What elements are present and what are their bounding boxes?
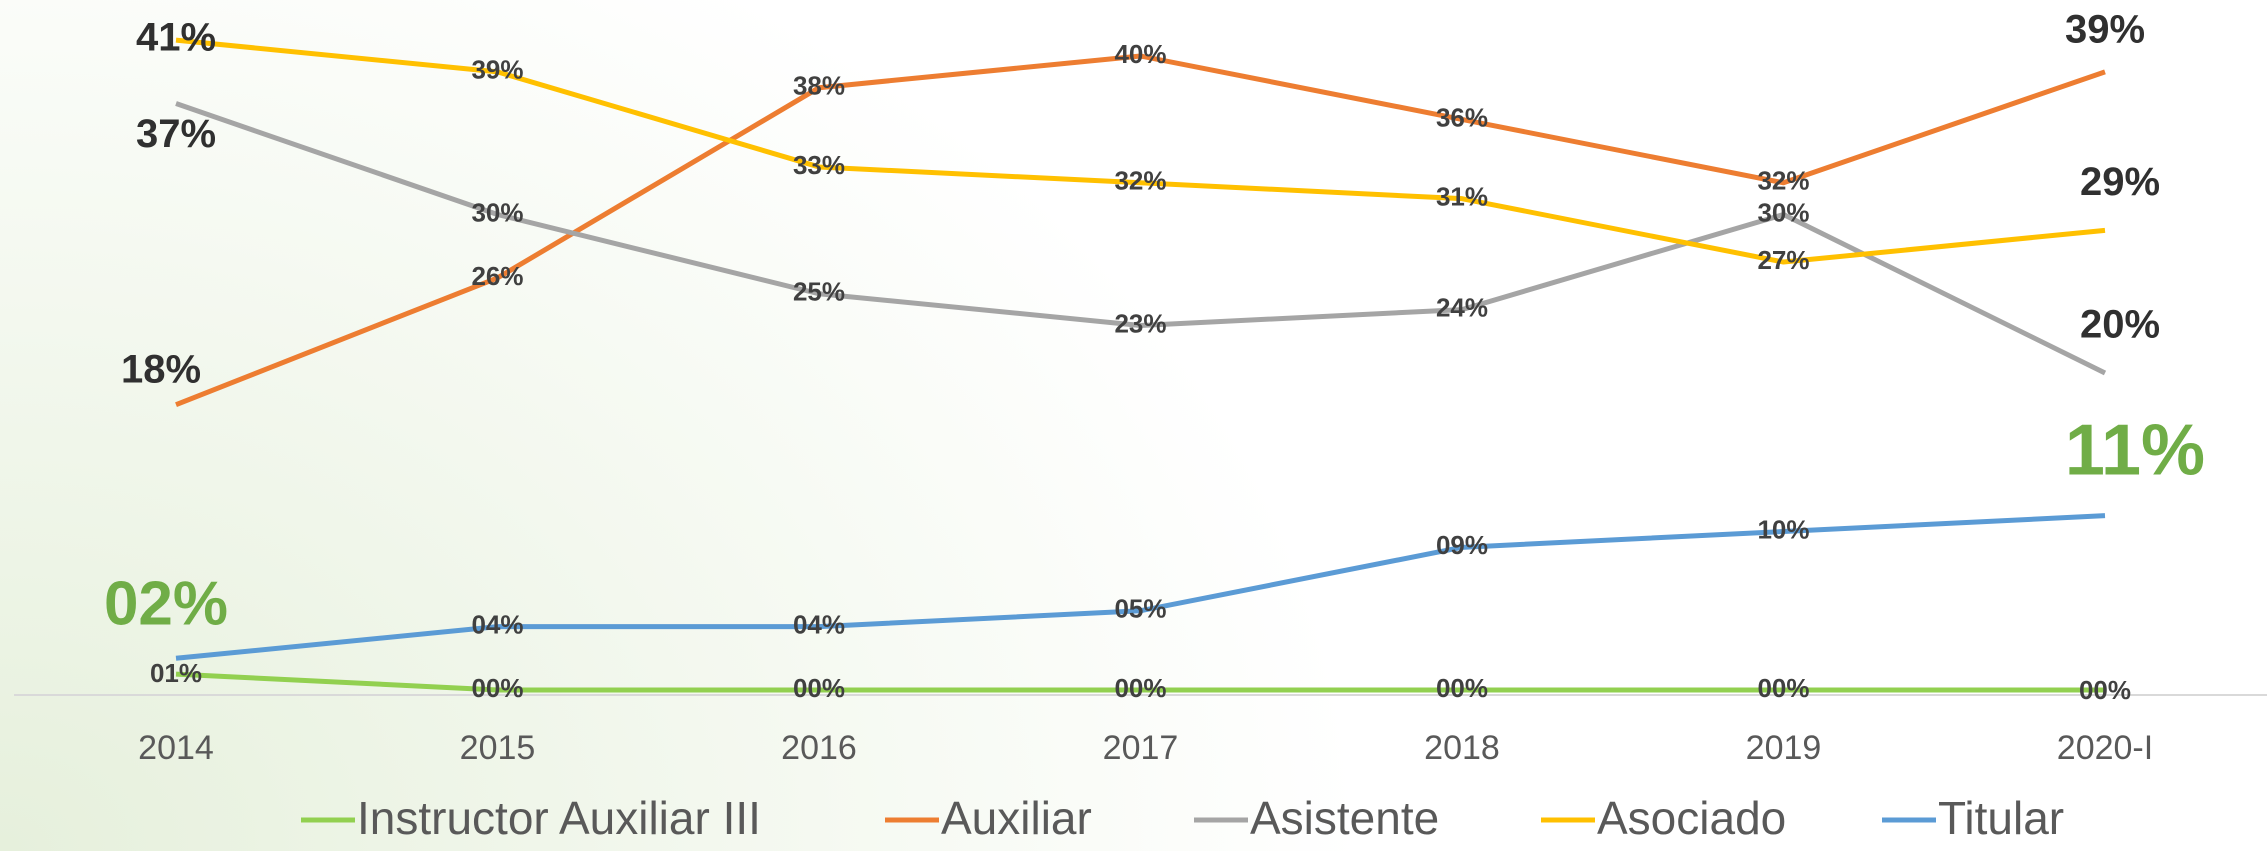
data-label: 20% [2080,303,2160,347]
data-label: 01% [150,658,202,688]
series-line [175,101,2107,376]
data-label: 33% [793,150,845,180]
data-label: 23% [1114,308,1166,338]
data-label: 04% [793,609,845,639]
data-label: 25% [793,277,845,307]
data-label: 30% [471,197,523,227]
data-label: 39% [2065,7,2145,51]
data-label: 24% [1436,292,1488,322]
data-label: 05% [1114,594,1166,624]
series-line [175,37,2106,265]
data-label: 31% [1436,182,1488,212]
data-label: 00% [1436,673,1488,703]
data-label: 39% [471,55,523,85]
legend-label: Asociado [1597,792,1786,844]
data-label: 00% [2079,675,2131,705]
data-label: 04% [471,609,523,639]
x-tick-label: 2018 [1424,729,1500,767]
x-tick-label: 2015 [460,729,536,767]
data-label: 29% [2080,160,2160,204]
data-label: 18% [121,347,201,391]
data-label: 09% [1436,530,1488,560]
data-label: 00% [1114,673,1166,703]
data-label: 26% [471,261,523,291]
legend-label: Asistente [1250,792,1439,844]
data-label: 32% [1757,166,1809,196]
data-label: 00% [1757,673,1809,703]
x-tick-label: 2017 [1103,729,1179,767]
legend-label: Auxiliar [941,792,1092,844]
data-label: 00% [793,673,845,703]
series-line [175,513,2106,661]
data-label: 00% [471,673,523,703]
data-label: 10% [1757,514,1809,544]
data-label: 37% [136,112,216,156]
x-tick-label: 2014 [138,729,214,767]
legend-label: Instructor Auxiliar III [357,792,761,844]
data-label: 36% [1436,102,1488,132]
series-line [175,671,2105,693]
data-label: 40% [1114,39,1166,69]
x-tick-label: 2020-I [2057,729,2153,767]
legend-label: Titular [1938,792,2064,844]
data-label: 11% [2065,411,2205,491]
data-label: 32% [1114,166,1166,196]
data-label: 30% [1757,197,1809,227]
series-line [175,53,2106,408]
data-label: 41% [136,16,216,60]
x-tick-label: 2019 [1746,729,1822,767]
data-label: 27% [1757,245,1809,275]
data-label: 02% [104,570,228,639]
data-label: 38% [793,71,845,101]
x-tick-label: 2016 [781,729,857,767]
